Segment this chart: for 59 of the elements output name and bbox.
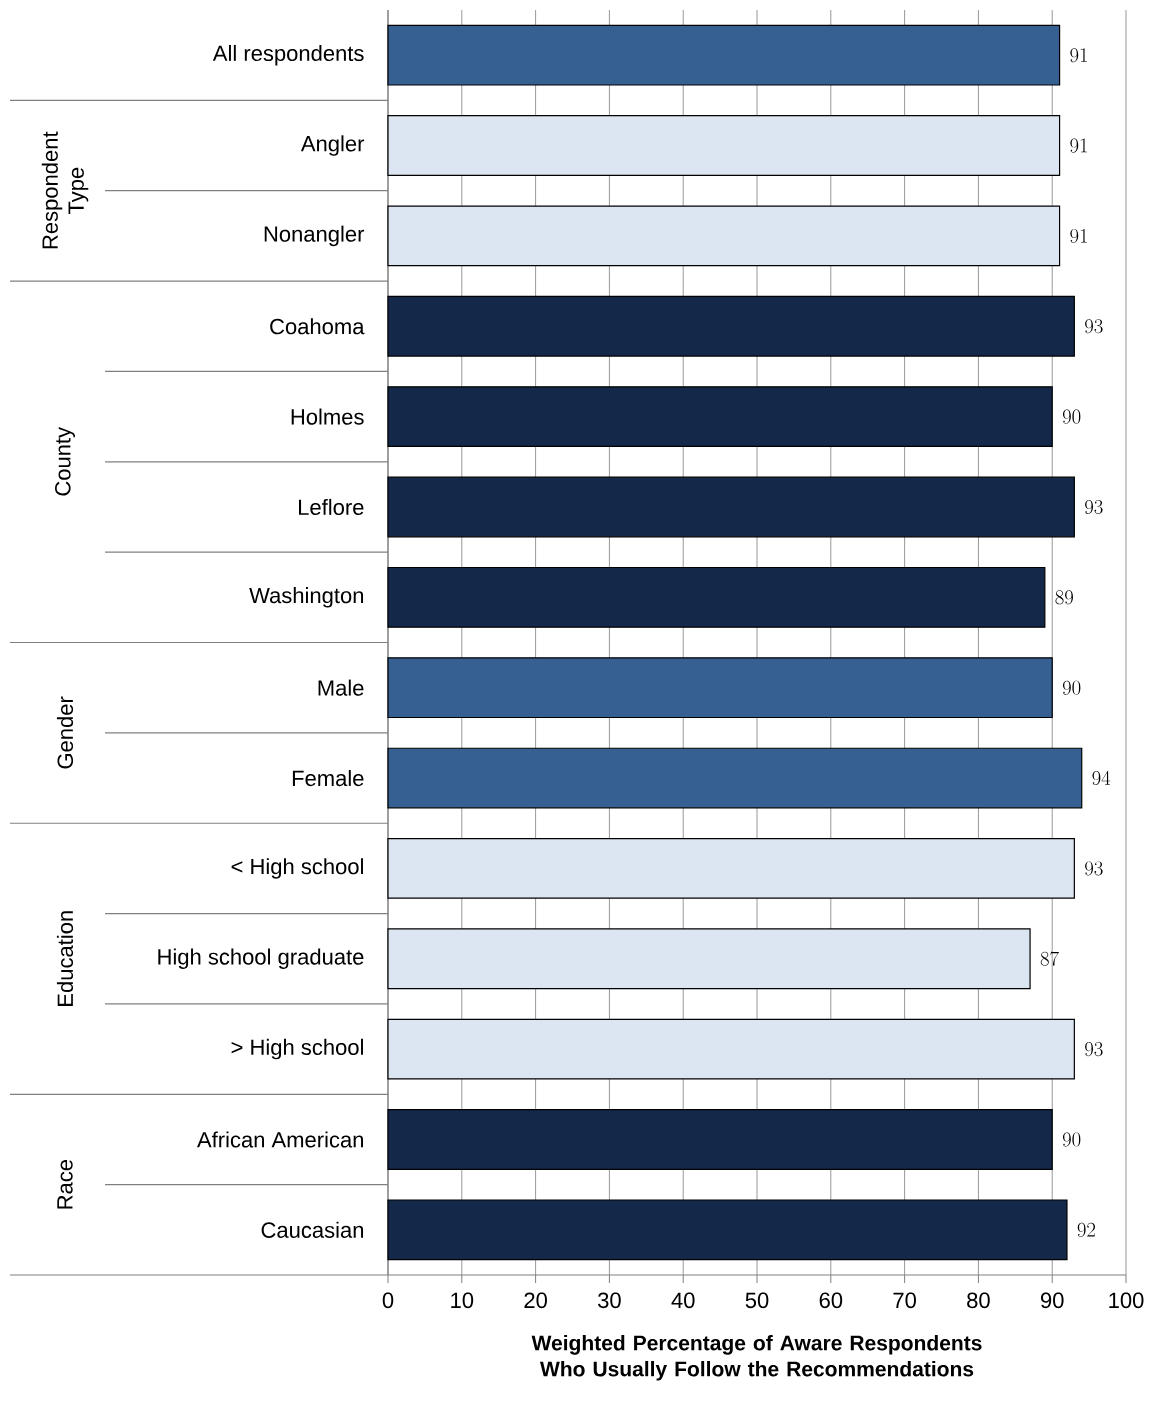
data-label: 94	[1092, 770, 1111, 786]
x-tick-label: 30	[598, 1292, 621, 1309]
text: Respondent Type	[41, 131, 89, 249]
data-label: 91	[1070, 48, 1087, 63]
bar	[387, 837, 1075, 899]
bar	[387, 386, 1053, 448]
data-label: 89	[1055, 590, 1073, 605]
bar	[387, 476, 1075, 538]
y-tick-label: Female	[292, 769, 364, 787]
data-label: 90	[1062, 680, 1081, 695]
data-label: 93	[1085, 319, 1103, 334]
text: Gender	[56, 696, 74, 769]
y-tick-label: All respondents	[212, 44, 364, 66]
text: Education	[56, 911, 74, 1006]
data-label: 90	[1062, 1132, 1081, 1147]
y-tick-label: Angler	[300, 135, 365, 156]
bar	[387, 295, 1075, 357]
data-label: 93	[1085, 1042, 1103, 1057]
y-tick-label: African American	[197, 1131, 363, 1148]
y-tick-label: Caucasian	[261, 1221, 364, 1238]
bar	[387, 928, 1031, 990]
y-tick-label: Coahoma	[270, 318, 365, 335]
y-tick-label: Holmes	[291, 408, 364, 425]
y-tick-label: Nonangler	[264, 225, 365, 247]
x-tick-label: 80	[967, 1292, 990, 1309]
x-tick-label: 100	[1109, 1292, 1144, 1309]
bar	[387, 1109, 1053, 1170]
bar	[387, 657, 1053, 719]
bar	[387, 566, 1046, 628]
x-tick-label: 10	[451, 1292, 474, 1309]
data-label: 87	[1040, 951, 1059, 966]
y-tick-label: Male	[318, 679, 364, 696]
bar	[387, 1199, 1068, 1261]
bar	[387, 1018, 1075, 1080]
y-tick-label: < High school	[231, 858, 363, 879]
data-label: 92	[1077, 1222, 1096, 1237]
x-tick-label: 60	[819, 1292, 843, 1309]
text: County	[55, 426, 75, 496]
bar	[387, 205, 1061, 267]
bar	[387, 24, 1061, 86]
x-tick-label: 40	[671, 1292, 695, 1309]
data-label: 93	[1085, 499, 1103, 514]
x-tick-label: 0	[382, 1292, 394, 1309]
data-label: 90	[1062, 409, 1081, 424]
bar	[387, 747, 1083, 809]
y-tick-label: > High school	[231, 1038, 363, 1060]
x-tick-label: 20	[524, 1292, 547, 1309]
x-tick-label: 90	[1041, 1292, 1064, 1309]
x-tick-label: 70	[893, 1292, 916, 1309]
bar	[387, 115, 1061, 176]
y-tick-label: Leflore	[299, 498, 364, 516]
data-label: 91	[1070, 138, 1087, 153]
y-tick-label: Washington	[249, 587, 364, 608]
data-label: 93	[1085, 861, 1103, 876]
x-axis-title: Weighted Percentage of Aware Respondents Who Usually Follow the Recommendations	[531, 1334, 982, 1381]
data-label: 91	[1070, 228, 1087, 243]
x-tick-label: 50	[745, 1292, 769, 1309]
y-tick-label: High school graduate	[158, 948, 364, 970]
text: Race	[57, 1159, 73, 1209]
